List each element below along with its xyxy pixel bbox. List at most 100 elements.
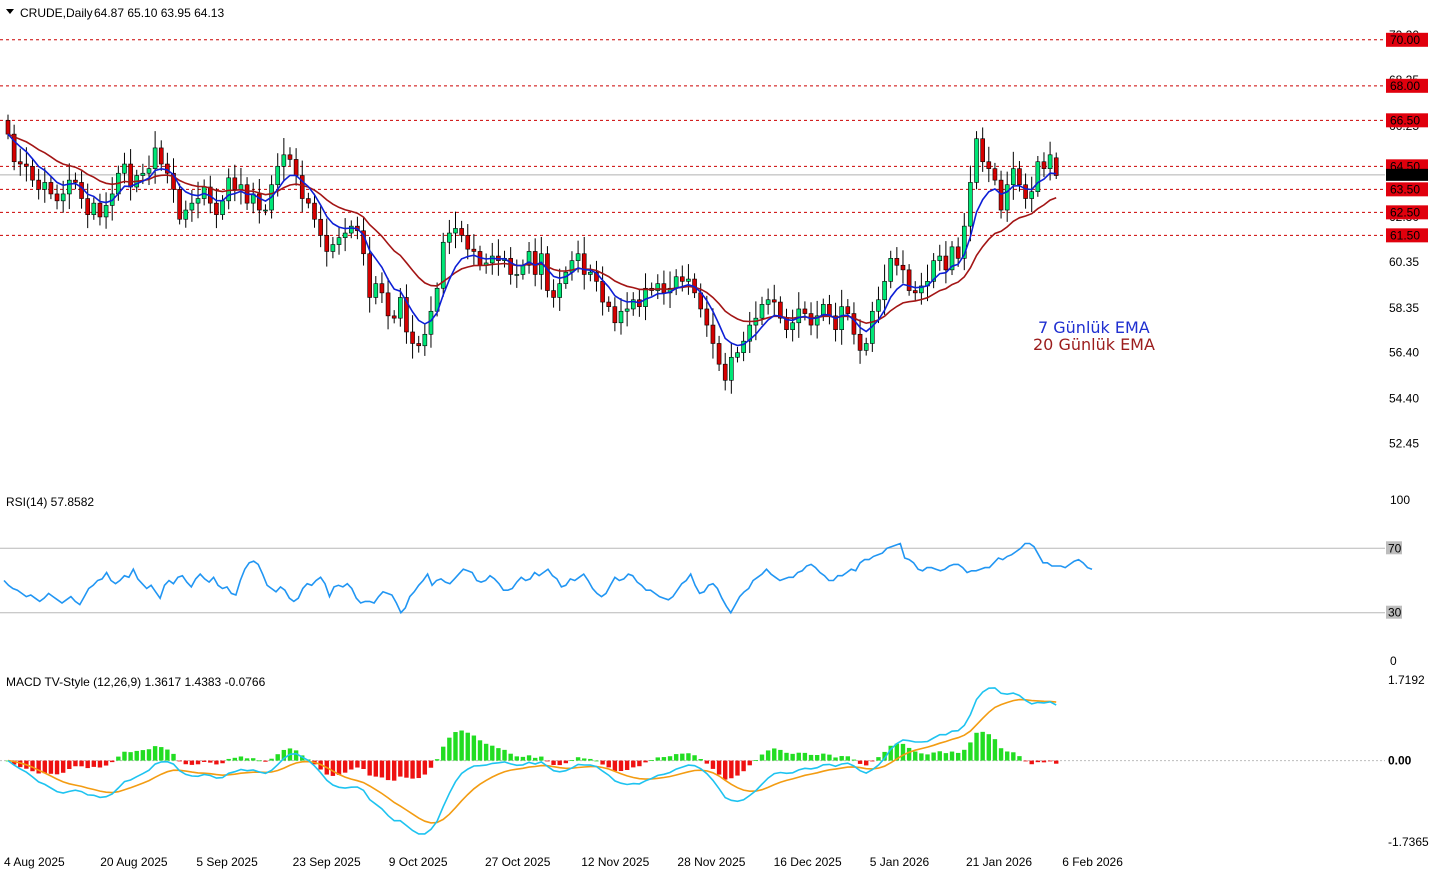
candle-body <box>686 278 691 282</box>
current-price-label: 64.13 <box>1390 168 1420 182</box>
candle-body <box>447 232 452 243</box>
rsi-tick-label: 30 <box>1388 606 1402 620</box>
x-tick-label: 21 Jan 2026 <box>966 855 1032 869</box>
macd-histogram-bar <box>79 760 84 767</box>
macd-histogram-bar <box>698 758 703 761</box>
macd-histogram-bar <box>808 754 814 761</box>
candle-body <box>471 248 477 252</box>
macd-histogram-bar <box>992 739 998 761</box>
macd-tick-label: -1.7365 <box>1388 835 1429 849</box>
macd-tick-label: 1.7192 <box>1388 673 1425 687</box>
candle-body <box>214 202 219 215</box>
macd-histogram-bar <box>833 757 838 761</box>
candle-body <box>563 271 569 284</box>
macd-histogram-bar <box>177 760 182 762</box>
level-badge-label: 61.50 <box>1390 228 1420 242</box>
candle-body <box>1035 161 1041 192</box>
candle-body <box>557 283 563 298</box>
macd-histogram-bar <box>986 734 991 761</box>
rsi-title: RSI(14) 57.8582 <box>6 495 94 509</box>
macd-histogram-bar <box>459 730 464 761</box>
candle-body <box>588 271 593 275</box>
macd-histogram-bar <box>152 746 158 761</box>
candle-body <box>275 166 281 186</box>
macd-histogram-bar <box>919 753 924 761</box>
candle-body <box>630 299 636 310</box>
candle-body <box>336 237 342 245</box>
candle-body <box>459 228 464 236</box>
macd-histogram-bar <box>73 760 78 767</box>
macd-histogram-bar <box>232 757 238 761</box>
ema7-annotation: 7 Günlük EMA <box>1038 318 1150 337</box>
macd-histogram-bar <box>710 760 716 769</box>
level-badge-label: 68.00 <box>1390 79 1420 93</box>
macd-histogram-bar <box>851 759 857 761</box>
macd-title: MACD TV-Style (12,26,9) 1.3617 1.4383 -0… <box>6 675 266 689</box>
macd-histogram-bar <box>588 758 593 761</box>
candle-body <box>955 246 961 259</box>
candle-body <box>581 253 587 275</box>
macd-histogram-bar <box>11 760 17 765</box>
macd-histogram-bar <box>864 760 869 766</box>
candle-body <box>312 202 317 220</box>
macd-histogram-bar <box>330 760 336 776</box>
candle-body <box>140 172 146 176</box>
candle-body <box>299 175 305 199</box>
macd-histogram-bar <box>857 760 863 764</box>
macd-histogram-bar <box>379 760 385 778</box>
macd-histogram-bar <box>398 760 403 777</box>
price-tick-label: 58.35 <box>1389 301 1419 315</box>
candle-body <box>361 230 366 255</box>
candle-body <box>912 290 918 294</box>
candle-body <box>741 340 746 353</box>
macd-histogram-bar <box>1035 760 1041 763</box>
candle-body <box>882 281 887 301</box>
symbol-dropdown-icon[interactable] <box>6 9 14 14</box>
macd-signal-line <box>7 698 1057 824</box>
candle-body <box>900 264 906 271</box>
macd-histogram-bar <box>606 760 611 768</box>
candle-body <box>919 285 924 294</box>
candle-body <box>551 290 556 298</box>
macd-histogram-bar <box>569 760 575 761</box>
macd-histogram-bar <box>263 760 268 762</box>
macd-histogram-bar <box>226 758 231 761</box>
candle-body <box>759 304 765 319</box>
macd-histogram-bar <box>391 760 397 781</box>
macd-histogram-bar <box>741 760 746 772</box>
x-tick-label: 5 Jan 2026 <box>870 855 930 869</box>
candle-body <box>1017 168 1022 186</box>
macd-histogram-bar <box>949 751 955 761</box>
candle-body <box>373 283 379 298</box>
ohlc-readout: 64.87 65.10 63.95 64.13 <box>94 6 224 20</box>
macd-histogram-bar <box>103 760 109 766</box>
macd-histogram-bar <box>894 743 900 761</box>
macd-histogram-bar <box>729 760 734 779</box>
macd-histogram-bar <box>208 760 213 763</box>
candle-body <box>60 193 66 202</box>
macd-histogram-bar <box>575 757 581 761</box>
macd-histogram-bar <box>1004 751 1010 761</box>
chart-title: CRUDE,Daily <box>20 6 93 20</box>
macd-histogram-bar <box>821 753 826 761</box>
candle-body <box>894 258 900 266</box>
macd-histogram-bar <box>520 756 526 761</box>
macd-histogram-bar <box>680 753 685 761</box>
candle-body <box>771 299 777 303</box>
macd-histogram-bar <box>349 760 354 770</box>
macd-histogram-bar <box>514 756 519 761</box>
macd-histogram-bar <box>477 740 483 761</box>
candle-body <box>410 331 415 344</box>
candle-body <box>122 163 127 174</box>
macd-histogram-bar <box>220 760 225 764</box>
macd-histogram-bar <box>251 758 256 761</box>
macd-line <box>7 687 1057 835</box>
candle-body <box>257 193 262 211</box>
macd-histogram-bar <box>906 747 912 761</box>
macd-histogram-bar <box>931 752 936 761</box>
macd-histogram-bar <box>85 760 90 769</box>
candle-body <box>851 313 857 335</box>
candle-body <box>833 315 838 330</box>
macd-histogram-bar <box>422 760 428 775</box>
candle-body <box>704 308 710 326</box>
